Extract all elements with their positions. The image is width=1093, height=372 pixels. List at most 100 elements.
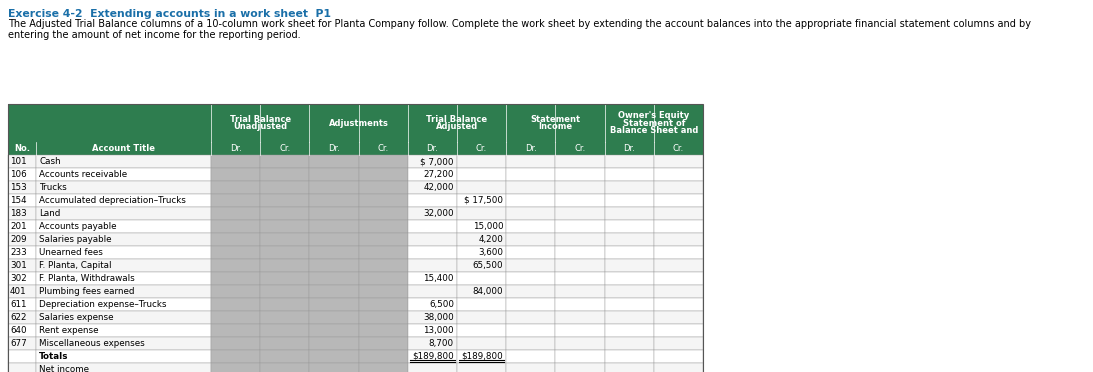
Bar [408, 233, 457, 246]
Bar [506, 220, 555, 233]
Text: 101: 101 [10, 157, 26, 166]
Bar [654, 194, 703, 207]
Bar [36, 298, 211, 311]
Bar [211, 337, 260, 350]
Text: Dr.: Dr. [328, 144, 340, 153]
Bar [457, 259, 506, 272]
Bar [36, 181, 211, 194]
Bar [309, 272, 359, 285]
Bar [8, 285, 36, 298]
Bar [211, 311, 260, 324]
Text: Accounts receivable: Accounts receivable [39, 170, 127, 179]
Bar [8, 104, 703, 142]
Bar [359, 246, 408, 259]
Bar [654, 272, 703, 285]
Bar [604, 220, 654, 233]
Bar [309, 298, 359, 311]
Bar [211, 363, 260, 372]
Text: Net income: Net income [39, 365, 89, 372]
Bar [457, 298, 506, 311]
Text: 622: 622 [10, 313, 26, 322]
Bar [309, 337, 359, 350]
Bar [359, 155, 408, 168]
Text: Account Title: Account Title [92, 144, 155, 153]
Bar [654, 350, 703, 363]
Bar [555, 285, 604, 298]
Bar [8, 337, 36, 350]
Bar [260, 207, 309, 220]
Bar [604, 324, 654, 337]
Text: Exercise 4-2  Extending accounts in a work sheet  P1: Exercise 4-2 Extending accounts in a wor… [8, 9, 331, 19]
Bar [408, 246, 457, 259]
Bar [604, 181, 654, 194]
Text: Dr.: Dr. [426, 144, 438, 153]
Bar [604, 168, 654, 181]
Bar [604, 298, 654, 311]
Bar [604, 207, 654, 220]
Bar [36, 350, 211, 363]
Bar [408, 363, 457, 372]
Text: 677: 677 [10, 339, 26, 348]
Bar [211, 207, 260, 220]
Bar [506, 272, 555, 285]
Bar [408, 259, 457, 272]
Text: Dr.: Dr. [623, 144, 635, 153]
Bar [506, 207, 555, 220]
Bar [408, 311, 457, 324]
Bar [359, 220, 408, 233]
Bar [260, 298, 309, 311]
Text: 201: 201 [10, 222, 26, 231]
Bar [211, 220, 260, 233]
Text: 640: 640 [10, 326, 26, 335]
Bar [408, 337, 457, 350]
Text: Cr.: Cr. [575, 144, 586, 153]
Bar [408, 207, 457, 220]
Bar [36, 259, 211, 272]
Bar [654, 363, 703, 372]
Bar [36, 155, 211, 168]
Text: Statement: Statement [530, 115, 580, 124]
Bar [604, 194, 654, 207]
Text: $ 7,000: $ 7,000 [421, 157, 454, 166]
Bar [260, 181, 309, 194]
Text: 153: 153 [10, 183, 26, 192]
Bar [506, 246, 555, 259]
Bar [36, 272, 211, 285]
Text: Trial Balance: Trial Balance [426, 115, 487, 124]
Text: $ 17,500: $ 17,500 [465, 196, 503, 205]
Text: Land: Land [39, 209, 60, 218]
Text: entering the amount of net income for the reporting period.: entering the amount of net income for th… [8, 30, 301, 40]
Bar [8, 298, 36, 311]
Bar [8, 207, 36, 220]
Bar [211, 194, 260, 207]
Bar [408, 285, 457, 298]
Text: 8,700: 8,700 [428, 339, 454, 348]
Bar [359, 168, 408, 181]
Text: Dr.: Dr. [525, 144, 537, 153]
Bar [555, 363, 604, 372]
Bar [654, 311, 703, 324]
Bar [359, 285, 408, 298]
Bar [8, 259, 36, 272]
Bar [408, 194, 457, 207]
Bar [36, 324, 211, 337]
Bar [309, 233, 359, 246]
Bar [36, 311, 211, 324]
Text: Salaries payable: Salaries payable [39, 235, 111, 244]
Text: 209: 209 [10, 235, 26, 244]
Bar [457, 350, 506, 363]
Text: Statement of: Statement of [623, 119, 685, 128]
Bar [555, 207, 604, 220]
Bar [260, 285, 309, 298]
Text: 4,200: 4,200 [479, 235, 503, 244]
Bar [359, 337, 408, 350]
Bar [359, 259, 408, 272]
Bar [309, 324, 359, 337]
Bar [654, 285, 703, 298]
Bar [211, 324, 260, 337]
Text: Accounts payable: Accounts payable [39, 222, 117, 231]
Text: Depreciation expense–Trucks: Depreciation expense–Trucks [39, 300, 166, 309]
Bar [8, 311, 36, 324]
Text: 27,200: 27,200 [423, 170, 454, 179]
Bar [260, 259, 309, 272]
